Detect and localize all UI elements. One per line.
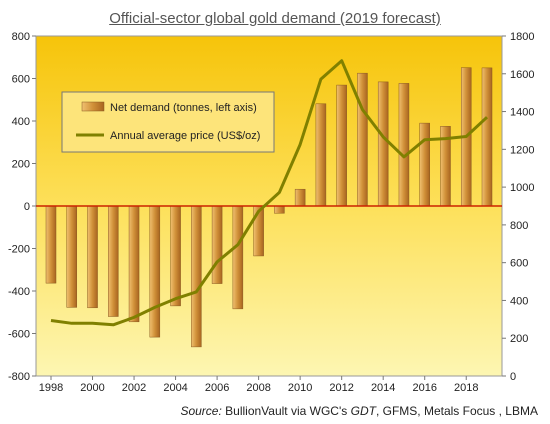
right-tick-label: 1400: [510, 107, 534, 119]
source-gdt: GDT: [350, 404, 376, 418]
bar: [274, 205, 285, 214]
x-tick-label: 2000: [80, 382, 104, 394]
x-tick-label: 2004: [163, 382, 187, 394]
x-tick-label: 2012: [329, 382, 353, 394]
bar: [481, 67, 493, 207]
left-tick-label: -800: [8, 371, 30, 383]
right-tick-label: 200: [510, 333, 528, 345]
left-tick-label: -400: [8, 286, 30, 298]
legend-box: [61, 91, 275, 153]
left-tick-label: 800: [12, 31, 30, 43]
left-axis: 800 600 400 200 0 -200 -400 -600 -800: [8, 31, 36, 383]
bar: [419, 122, 430, 207]
x-tick-label: 2010: [288, 382, 312, 394]
x-axis: 1998 2000 2002 2004 2006 2008 2010 2012 2014 2016…: [39, 376, 478, 394]
bar: [336, 84, 347, 207]
right-tick-label: 600: [510, 258, 528, 270]
source-note: Source: BullionVault via WGC's GDT, GFMS…: [180, 404, 538, 418]
bar: [398, 83, 410, 207]
right-axis: 1800 1600 1400 1200 1000 800 600 400 200 0: [502, 31, 534, 383]
legend-bar-label: Net demand (tonnes, left axis): [110, 102, 257, 114]
right-tick-label: 1000: [510, 182, 534, 194]
bar: [294, 188, 306, 207]
bar: [45, 205, 57, 284]
right-tick-label: 0: [510, 371, 516, 383]
bar: [128, 205, 140, 323]
x-tick-label: 2008: [246, 382, 270, 394]
x-tick-label: 2002: [122, 382, 146, 394]
left-tick-label: 200: [12, 159, 30, 171]
x-tick-label: 2014: [371, 382, 395, 394]
left-tick-label: 600: [12, 74, 30, 86]
bar: [232, 205, 244, 310]
x-tick-label: 1998: [39, 382, 63, 394]
source-text-2: , GFMS, Metals Focus , LBMA: [375, 404, 538, 418]
left-tick-label: -600: [8, 329, 30, 341]
source-text-1: BullionVault via WGC's: [225, 404, 348, 418]
bar: [87, 205, 98, 309]
bar: [149, 205, 161, 338]
legend-bar-swatch: [81, 101, 105, 112]
left-tick-label: 0: [24, 201, 30, 213]
bar: [377, 81, 389, 207]
legend: Net demand (tonnes, left axis) Annual av…: [61, 91, 275, 153]
right-tick-label: 800: [510, 220, 528, 232]
right-tick-label: 1600: [510, 69, 534, 81]
legend-line-label: Annual average price (US$/oz): [110, 130, 260, 142]
bar: [315, 103, 327, 207]
right-tick-label: 400: [510, 295, 528, 307]
chart-title: Official-sector global gold demand (2019…: [109, 10, 441, 27]
right-tick-label: 1800: [510, 31, 534, 43]
x-tick-label: 2016: [412, 382, 436, 394]
x-tick-label: 2018: [454, 382, 478, 394]
bar: [191, 205, 202, 348]
bar: [108, 205, 119, 317]
source-label: Source:: [180, 404, 222, 418]
price-line: [50, 59, 489, 327]
right-tick-label: 1200: [510, 144, 534, 156]
bar: [66, 205, 78, 308]
x-tick-label: 2006: [205, 382, 229, 394]
bar: [357, 72, 368, 207]
left-tick-label: -200: [8, 244, 30, 256]
bar: [170, 205, 181, 307]
left-tick-label: 400: [12, 116, 30, 128]
bar: [211, 205, 223, 284]
